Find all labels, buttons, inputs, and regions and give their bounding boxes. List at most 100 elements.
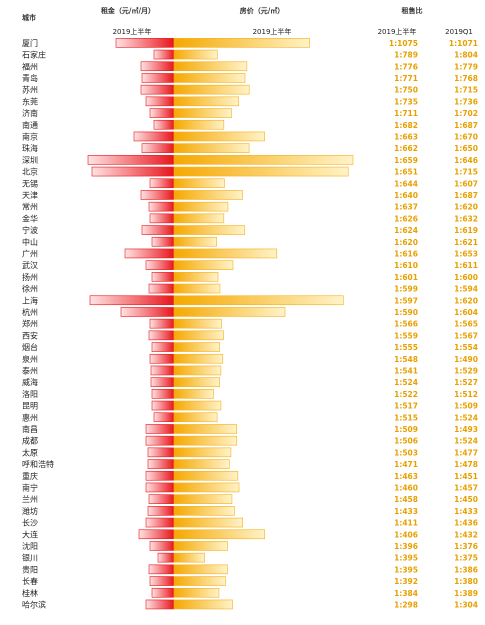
price-bar: [173, 272, 219, 282]
price-header: 房价（元/㎡）: [240, 6, 285, 15]
city-label: 太原: [22, 447, 38, 457]
price-bar: [173, 353, 224, 364]
ratio-2019h1-label: 1:559: [394, 331, 418, 340]
ratio-2019q1-label: 1:477: [454, 448, 478, 457]
city-label: 东莞: [22, 96, 38, 106]
rent-bar: [153, 119, 175, 130]
price-bar: [173, 400, 222, 411]
ratio-2019q1-label: 1:604: [454, 308, 478, 317]
ratio-2019h1-label: 1:599: [394, 285, 418, 294]
rent-bar: [149, 576, 175, 586]
ratio-2019q1-label: 1:389: [454, 589, 478, 598]
ratio-2019h1-label: 1:460: [394, 483, 418, 492]
ratio-2019q1-label: 1:768: [454, 74, 478, 83]
ratio-2019h1-label: 1:458: [394, 495, 418, 504]
ratio-2019q1-label: 1:432: [454, 530, 478, 539]
ratio-2019h1-label: 1:601: [394, 273, 418, 282]
rent-bar: [145, 517, 175, 528]
rent-bar: [157, 552, 175, 563]
ratio-2019h1-label: 1:624: [394, 226, 418, 235]
ratio-2019h1-label: 1:711: [394, 109, 418, 118]
rent-bar: [151, 400, 175, 411]
ratio-2019h1-label: 1:735: [394, 97, 418, 106]
rent-bar: [141, 73, 175, 83]
price-bar: [173, 213, 225, 224]
price-bar: [173, 494, 233, 504]
rent-bar: [91, 166, 175, 177]
ratio-2019h1-label: 1:406: [394, 530, 418, 539]
ratio-2019h1-label: 1:506: [394, 437, 418, 446]
price-bar: [173, 155, 354, 165]
city-label: 广州: [22, 248, 38, 258]
ratio-2019h1-label: 1:463: [394, 472, 418, 481]
rent-bar: [133, 131, 175, 142]
ratio-2019h1-label: 1:616: [394, 249, 418, 258]
ratio-2019q1-label: 1:594: [454, 285, 478, 294]
ratio-2019h1-label: 1:555: [394, 343, 418, 352]
rent-bar: [149, 213, 175, 224]
city-label: 深圳: [22, 155, 38, 165]
ratio-2019h1-label: 1:620: [394, 238, 418, 247]
rent-bar: [141, 225, 175, 235]
ratio-2019q1-label: 1:687: [454, 121, 478, 130]
ratio-2019q1-label: 1:653: [454, 249, 478, 258]
ratio-2019h1-label: 1:789: [394, 51, 418, 60]
city-label: 贵阳: [22, 564, 38, 574]
rent-bar: [151, 342, 175, 352]
price-bar: [173, 447, 232, 458]
rent-bar: [140, 190, 175, 200]
ratio-2019h1-label: 1:637: [394, 203, 418, 212]
city-label: 昆明: [22, 402, 38, 411]
ratio-2019q1-label: 1:611: [454, 261, 478, 270]
city-label: 长沙: [22, 518, 38, 528]
city-label: 桂林: [22, 588, 38, 598]
ratio-2019h1-label: 1:392: [394, 577, 418, 586]
price-bar: [173, 143, 250, 153]
ratio-2019h1-label: 1:541: [394, 366, 418, 375]
price-bar: [173, 482, 240, 493]
ratio-2019q1-label: 1:804: [454, 51, 478, 60]
city-label: 泉州: [22, 354, 38, 364]
price-bar: [173, 424, 237, 434]
city-label: 惠州: [22, 412, 38, 422]
price-bar: [173, 96, 239, 107]
ratio-2019q1-label: 1:304: [454, 600, 478, 609]
city-label: 常州: [22, 203, 38, 212]
city-label: 南宁: [22, 482, 38, 492]
ratio-2019q1-label: 1:375: [454, 554, 478, 563]
rent-bar: [150, 365, 175, 376]
rent-bar: [147, 459, 175, 469]
ratio-2019h1-label: 1:771: [394, 74, 418, 83]
price-bar: [173, 73, 246, 83]
ratio-2019q1-label: 1:490: [454, 355, 478, 364]
ratio-2019q1-label: 1:715: [454, 86, 478, 95]
price-bar: [173, 517, 244, 528]
city-label: 长春: [22, 576, 38, 586]
ratio-2019q1-label: 1:450: [454, 495, 478, 504]
ratio-period-b-label: 2019Q1: [445, 28, 473, 36]
price-bar: [173, 108, 232, 118]
price-bar: [173, 587, 220, 598]
price-bar: [173, 119, 225, 130]
ratio-2019q1-label: 1:433: [454, 507, 478, 516]
ratio-2019h1-label: 1:626: [394, 214, 418, 223]
ratio-2019h1-label: 1:522: [394, 390, 418, 399]
price-bar: [173, 84, 250, 95]
city-label: 上海: [22, 295, 38, 305]
price-bar: [173, 61, 248, 72]
ratio-2019h1-label: 1:750: [394, 86, 418, 95]
price-bar: [173, 506, 235, 516]
ratio-2019q1-label: 1:607: [454, 179, 478, 188]
price-bar: [173, 459, 230, 469]
price-bar: [173, 412, 218, 423]
price-bar: [173, 201, 229, 212]
city-label: 南通: [22, 120, 38, 130]
ratio-2019q1-label: 1:670: [454, 132, 478, 141]
ratio-2019q1-label: 1:524: [454, 437, 478, 446]
price-bar: [173, 470, 239, 481]
price-bar: [173, 389, 214, 399]
ratio-2019q1-label: 1:493: [454, 425, 478, 434]
city-header: 城市: [22, 13, 36, 22]
rent-bar: [145, 599, 175, 610]
city-label: 泰州: [22, 365, 38, 375]
